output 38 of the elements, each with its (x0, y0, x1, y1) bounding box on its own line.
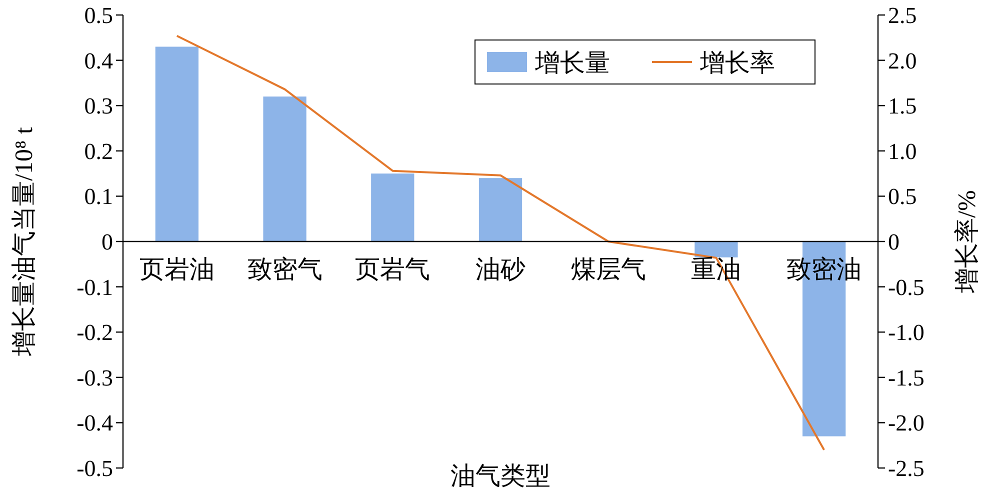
x-tick-label: 页岩气 (355, 256, 430, 284)
y-tick-label: -0.2 (76, 320, 113, 346)
y-tick-label: -0.1 (76, 274, 113, 300)
bar (263, 96, 306, 242)
y2-tick-label: 2.5 (888, 3, 917, 28)
y-tick-label: -0.3 (76, 365, 113, 390)
y2-tick-label: -0.5 (888, 274, 924, 300)
y2-tick-label: -2.5 (888, 456, 924, 481)
bar (694, 242, 738, 258)
y-tick-label: -0.5 (76, 456, 113, 481)
y2-tick-label: 2.0 (888, 48, 917, 74)
y2-tick-label: -1.0 (888, 320, 924, 346)
y-tick-label: 0.4 (84, 48, 114, 74)
y2-tick-label: -2.0 (888, 410, 924, 436)
y-tick-label: 0.3 (84, 94, 113, 119)
x-axis-title: 油气类型 (450, 463, 550, 490)
y2-tick-label: 1.0 (888, 138, 917, 164)
bar (371, 174, 414, 242)
y2-tick-label: 1.5 (888, 94, 917, 119)
y2-tick-label: 0.5 (888, 184, 917, 210)
y-tick-label: -0.4 (76, 410, 114, 436)
y-tick-label: 0 (102, 230, 113, 254)
bar (155, 46, 198, 242)
legend-label: 增长量 (534, 50, 610, 77)
y-tick-label: 0.1 (84, 184, 113, 210)
y2-tick-label: 0 (888, 230, 900, 254)
y-axis-title: 增长量油气当量/10⁸ t (11, 127, 38, 357)
y-tick-label: 0.5 (84, 3, 113, 28)
legend-label: 增长率 (699, 49, 775, 77)
y2-axis-title: 增长率/% (953, 190, 981, 294)
y2-tick-label: -1.5 (888, 365, 924, 390)
y-tick-label: 0.2 (84, 138, 113, 164)
bar (478, 178, 522, 242)
x-tick-label: 致密油 (786, 256, 862, 284)
x-tick-label: 煤层气 (570, 256, 646, 284)
x-tick-label: 油砂 (476, 256, 526, 284)
x-tick-label: 页岩油 (139, 256, 214, 284)
x-tick-label: 致密气 (247, 256, 322, 284)
